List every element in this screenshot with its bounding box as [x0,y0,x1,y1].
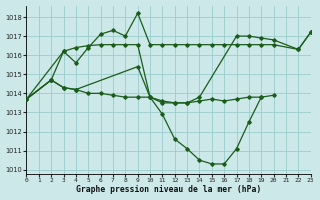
X-axis label: Graphe pression niveau de la mer (hPa): Graphe pression niveau de la mer (hPa) [76,185,261,194]
